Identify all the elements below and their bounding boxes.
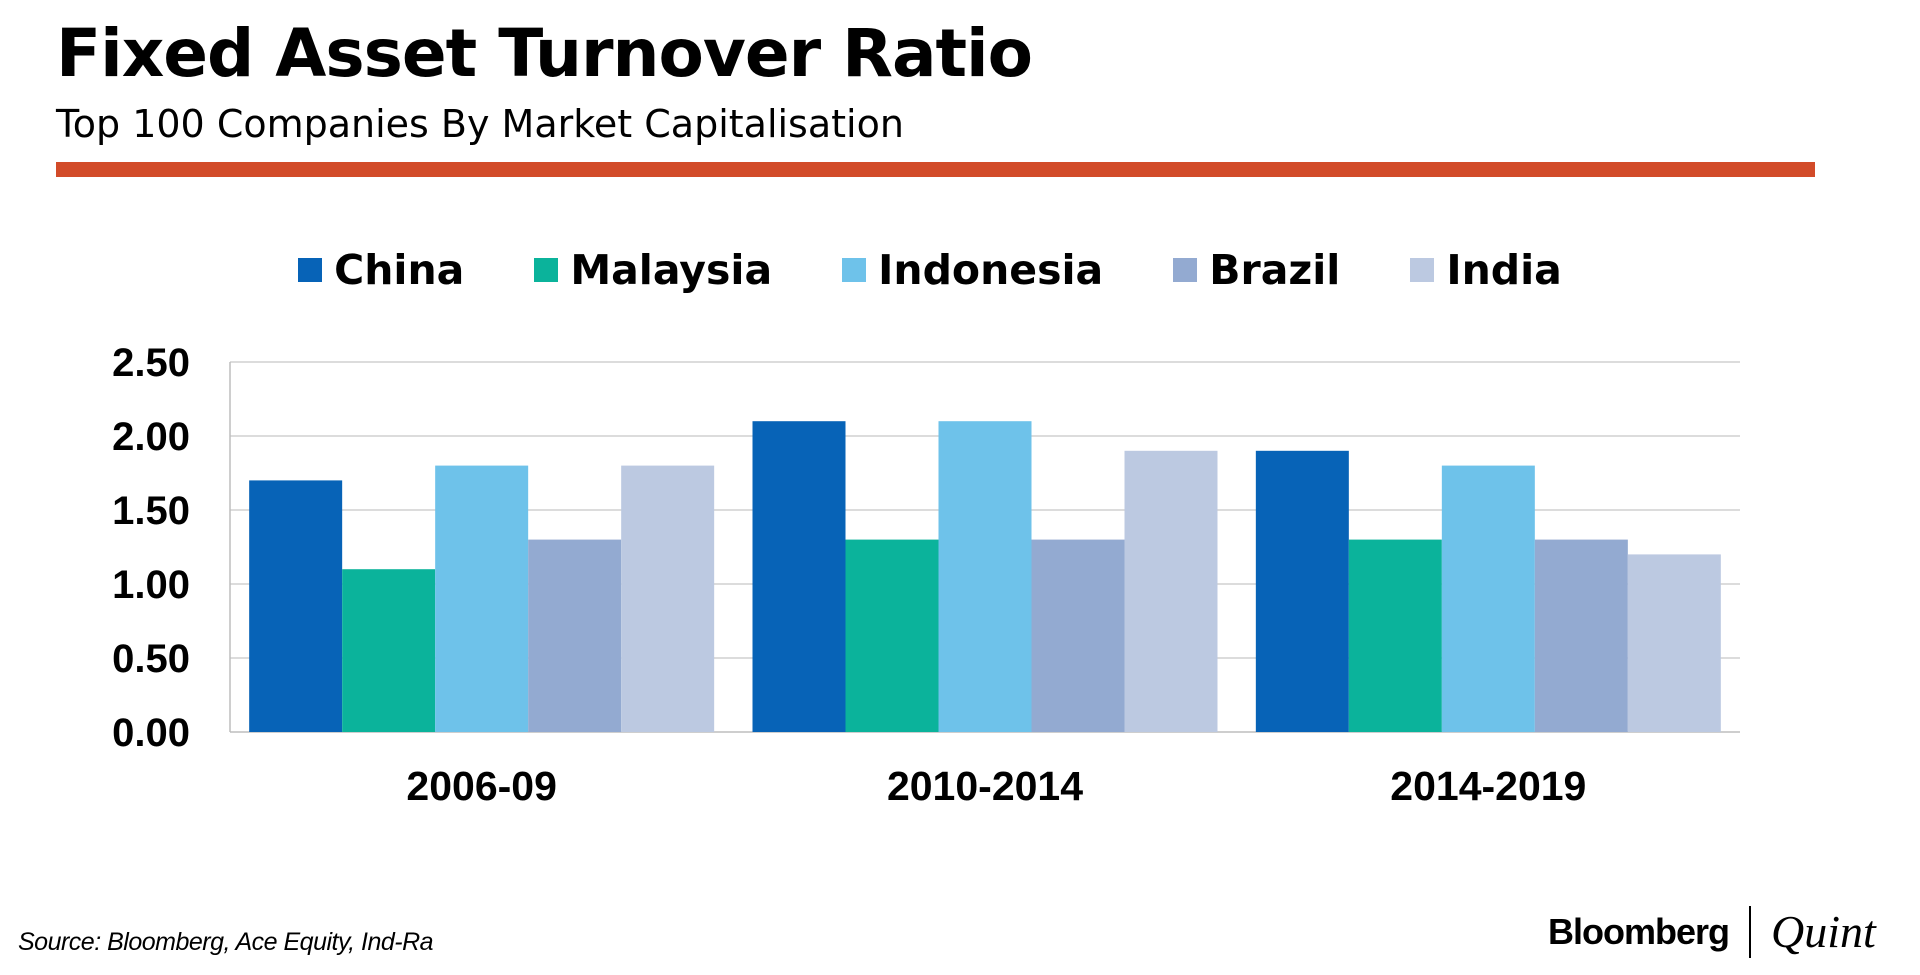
legend-label: Brazil	[1209, 246, 1341, 294]
legend-swatch	[842, 258, 867, 282]
brand-logo: Bloomberg Quint	[1548, 905, 1876, 958]
bar-china-2006-09	[249, 480, 343, 732]
legend-item-india: India	[1410, 245, 1562, 295]
legend-swatch	[534, 258, 559, 282]
bar-brazil-2010-2014	[1031, 539, 1125, 732]
legend-label: China	[334, 246, 465, 294]
x-tick-label: 2010-2014	[887, 763, 1083, 809]
bar-india-2006-09	[621, 465, 715, 732]
x-tick-label: 2006-09	[406, 763, 556, 809]
chart-subtitle: Top 100 Companies By Market Capitalisati…	[56, 102, 904, 146]
legend-label: India	[1446, 246, 1562, 294]
bar-indonesia-2010-2014	[938, 421, 1032, 732]
y-tick-label: 2.00	[112, 415, 190, 459]
y-tick-label: 0.00	[112, 711, 190, 755]
bar-india-2014-2019	[1627, 554, 1721, 732]
bar-malaysia-2010-2014	[845, 539, 939, 732]
legend-item-brazil: Brazil	[1173, 245, 1340, 295]
chart-legend: China Malaysia Indonesia Brazil India	[0, 240, 1920, 300]
brand-bloomberg: Bloomberg	[1548, 910, 1730, 952]
y-tick-label: 2.50	[112, 341, 190, 385]
legend-item-indonesia: Indonesia	[842, 245, 1103, 295]
brand-quint: Quint	[1771, 906, 1876, 957]
chart-title: Fixed Asset Turnover Ratio	[56, 15, 1033, 92]
legend-label: Malaysia	[570, 246, 773, 294]
legend-item-malaysia: Malaysia	[534, 245, 772, 295]
y-tick-label: 1.00	[112, 563, 190, 607]
legend-item-china: China	[298, 245, 464, 295]
legend-swatch	[1173, 258, 1198, 282]
header-rule	[56, 162, 1815, 177]
legend-swatch	[1410, 258, 1435, 282]
bar-brazil-2006-09	[528, 539, 622, 732]
bar-india-2010-2014	[1124, 450, 1218, 732]
bar-malaysia-2014-2019	[1348, 539, 1442, 732]
bar-brazil-2014-2019	[1534, 539, 1628, 732]
brand-separator	[1749, 905, 1752, 958]
y-tick-label: 1.50	[112, 489, 190, 533]
legend-label: Indonesia	[878, 246, 1104, 294]
bar-china-2010-2014	[752, 421, 846, 732]
source-note: Source: Bloomberg, Ace Equity, Ind-Ra	[18, 928, 434, 956]
y-tick-label: 0.50	[112, 637, 190, 681]
bar-indonesia-2006-09	[435, 465, 529, 732]
legend-swatch	[298, 258, 323, 282]
bar-china-2014-2019	[1255, 450, 1349, 732]
bar-malaysia-2006-09	[342, 569, 436, 732]
bar-indonesia-2014-2019	[1441, 465, 1535, 732]
x-tick-label: 2014-2019	[1390, 763, 1586, 809]
